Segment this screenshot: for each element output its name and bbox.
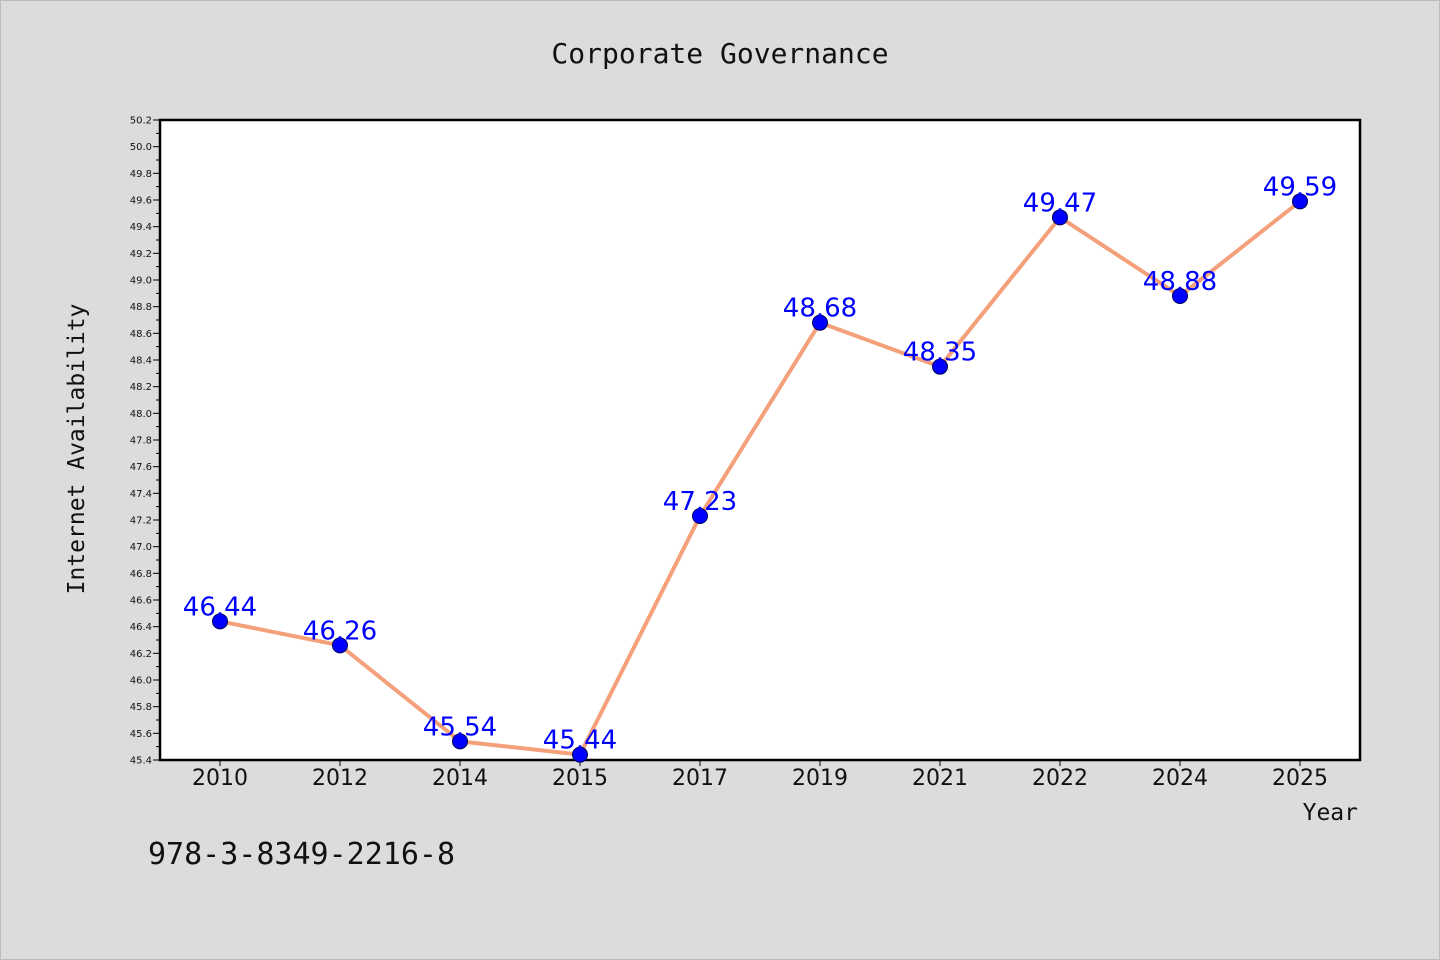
data-label: 48.35 <box>903 338 977 368</box>
data-point <box>1292 193 1308 210</box>
y-tick-label: 46.8 <box>130 569 152 580</box>
y-tick-label: 49.2 <box>130 249 152 260</box>
x-tick-label: 2025 <box>1272 766 1328 791</box>
y-tick-label: 48.0 <box>130 409 152 420</box>
y-tick-label: 49.6 <box>130 196 152 207</box>
y-tick-label: 45.4 <box>130 756 152 767</box>
data-point <box>692 508 708 524</box>
data-point <box>932 358 948 375</box>
x-tick-label: 2024 <box>1152 766 1208 791</box>
y-tick-label: 47.8 <box>130 436 152 447</box>
x-tick-label: 2021 <box>912 766 968 791</box>
data-point <box>332 637 348 654</box>
y-tick-label: 48.6 <box>130 329 152 340</box>
y-tick-label: 47.4 <box>130 489 152 500</box>
y-tick-label: 49.0 <box>130 276 152 287</box>
data-label: 45.44 <box>543 726 617 756</box>
data-label: 46.26 <box>303 616 377 646</box>
data-label: 46.44 <box>183 592 257 622</box>
series-line <box>219 199 1302 757</box>
x-tick-label: 2012 <box>312 766 368 791</box>
y-tick-label: 45.8 <box>130 702 152 713</box>
data-point <box>572 746 588 763</box>
x-tick-label: 2022 <box>1032 766 1088 791</box>
x-tick-label: 2015 <box>552 766 608 791</box>
data-label: 49.47 <box>1023 188 1097 218</box>
chart-title: Corporate Governance <box>551 37 888 70</box>
data-label: 48.88 <box>1143 267 1217 297</box>
y-tick-label: 48.8 <box>130 302 152 313</box>
y-tick-label: 50.0 <box>130 142 152 153</box>
x-tick-label: 2019 <box>792 766 848 791</box>
plot-area <box>158 118 1362 762</box>
data-point <box>1172 288 1188 304</box>
data-labels: 46.44 46.26 45.54 45.44 47.23 48.68 48.35 49.47… <box>183 172 1337 755</box>
y-tick-label: 50.2 <box>130 116 152 127</box>
data-point <box>212 613 228 630</box>
data-label: 47.23 <box>663 487 737 517</box>
y-tick-label: 48.2 <box>130 382 152 393</box>
y-tick-label: 49.4 <box>130 222 152 233</box>
data-point <box>1052 209 1068 226</box>
x-tick-label: 2017 <box>672 766 728 791</box>
y-tick-label: 46.4 <box>130 622 152 633</box>
isbn-footer: 978-3-8349-2216-8 <box>148 837 455 872</box>
y-tick-label: 48.4 <box>130 356 152 367</box>
data-point <box>452 733 468 750</box>
y-tick-label: 46.0 <box>130 676 152 687</box>
data-label: 49.59 <box>1263 172 1337 202</box>
x-axis-label: Year <box>1303 800 1358 826</box>
y-tick-label: 47.2 <box>130 516 152 527</box>
y-tick-label: 46.6 <box>130 596 152 607</box>
y-axis-ticks: 45.4 45.6 45.8 46.0 46.2 46.4 46.6 46.8 47.0 47.2… <box>130 116 160 767</box>
x-axis-ticks: 2010 2012 2014 2015 2017 2019 2021 2022 2024 2025 <box>192 760 1328 791</box>
y-axis-label: Internet Availability <box>64 304 90 595</box>
y-tick-label: 47.6 <box>130 462 152 473</box>
y-tick-label: 45.6 <box>130 729 152 740</box>
data-point <box>812 314 828 331</box>
y-tick-label: 49.8 <box>130 169 152 180</box>
series-layer <box>212 193 1308 763</box>
x-tick-label: 2014 <box>432 766 488 791</box>
x-tick-label: 2010 <box>192 766 248 791</box>
data-label: 48.68 <box>783 294 857 324</box>
data-label: 45.54 <box>423 712 497 742</box>
y-tick-label: 47.0 <box>130 542 152 553</box>
y-tick-label: 46.2 <box>130 649 152 660</box>
